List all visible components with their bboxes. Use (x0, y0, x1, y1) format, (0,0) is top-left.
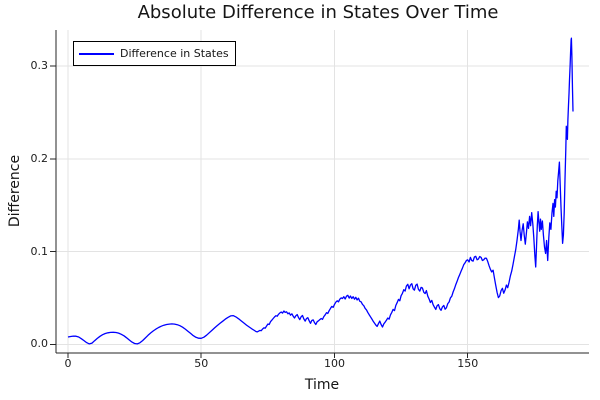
x-axis-label: Time (304, 377, 340, 393)
x-tick-label-100: 100 (323, 357, 345, 370)
legend-series-label: Difference in States (120, 47, 229, 60)
x-tick-label-0: 0 (64, 357, 72, 370)
y-axis-label: Difference (7, 154, 23, 228)
x-tick-label-150: 150 (457, 357, 479, 370)
legend-line-sample (79, 52, 114, 55)
y-tick-label-0.1: 0.1 (30, 244, 49, 258)
y-tick-label-0.0: 0.0 (30, 337, 49, 351)
legend: Difference in States (73, 41, 236, 66)
y-tick-label-0.2: 0.2 (30, 151, 49, 165)
series-line-difference-in-states (67, 37, 574, 345)
chart-title: Absolute Difference in States Over Time (137, 2, 499, 23)
y-tick-label-0.3: 0.3 (30, 59, 49, 72)
x-tick-label-50: 50 (194, 357, 209, 370)
